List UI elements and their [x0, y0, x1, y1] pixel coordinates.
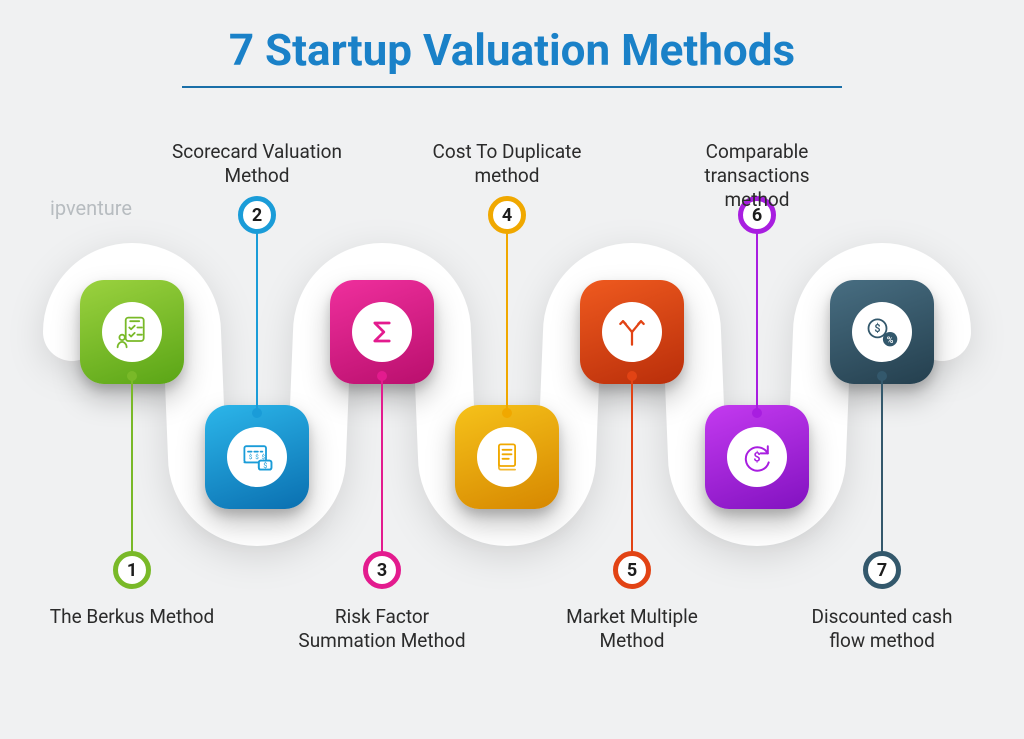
svg-text:$: $	[874, 322, 880, 335]
documents-icon	[477, 427, 537, 487]
connector-line	[506, 231, 508, 413]
method-label-7: Discounted cash flow method	[797, 605, 967, 653]
number-badge-1: 1	[113, 551, 151, 589]
connector-line	[381, 376, 383, 554]
method-label-3: Risk Factor Summation Method	[297, 605, 467, 653]
dollar-percent-icon: $ %	[852, 302, 912, 362]
number-badge-text: 5	[627, 560, 637, 581]
cycle-dollar-icon: $	[727, 427, 787, 487]
connector-line	[256, 231, 258, 413]
number-badge-text: 2	[252, 205, 262, 226]
method-box-2: $ $ $ $	[205, 405, 309, 509]
checklist-person-icon	[102, 302, 162, 362]
sigma-icon	[352, 302, 412, 362]
watermark: ipventure	[50, 196, 132, 220]
svg-text:$: $	[249, 453, 253, 461]
number-badge-text: 1	[127, 560, 137, 581]
svg-text:$: $	[262, 453, 266, 461]
svg-text:$: $	[255, 453, 259, 461]
number-badge-text: 7	[877, 560, 887, 581]
number-badge-text: 4	[502, 205, 512, 226]
method-label-5: Market Multiple Method	[547, 605, 717, 653]
svg-text:$: $	[753, 451, 760, 466]
method-box-1	[80, 280, 184, 384]
svg-text:%: %	[887, 336, 894, 346]
split-icon	[602, 302, 662, 362]
number-badge-3: 3	[363, 551, 401, 589]
number-badge-2: 2	[238, 196, 276, 234]
connector-line	[881, 376, 883, 554]
method-label-6: Comparable transactions method	[672, 140, 842, 211]
page-title: 7 Startup Valuation Methods	[229, 24, 795, 76]
number-badge-text: 3	[377, 560, 387, 581]
connector-line	[131, 376, 133, 554]
title-underline	[182, 86, 842, 88]
method-box-4	[455, 405, 559, 509]
connector-line	[631, 376, 633, 554]
method-label-2: Scorecard Valuation Method	[172, 140, 342, 188]
method-box-7: $ %	[830, 280, 934, 384]
method-box-5	[580, 280, 684, 384]
method-box-6: $	[705, 405, 809, 509]
number-badge-7: 7	[863, 551, 901, 589]
svg-text:$: $	[263, 461, 267, 470]
method-box-3	[330, 280, 434, 384]
method-label-4: Cost To Duplicate method	[422, 140, 592, 188]
method-label-1: The Berkus Method	[47, 605, 217, 629]
scorecard-money-icon: $ $ $ $	[227, 427, 287, 487]
connector-line	[756, 231, 758, 413]
number-badge-4: 4	[488, 196, 526, 234]
number-badge-5: 5	[613, 551, 651, 589]
